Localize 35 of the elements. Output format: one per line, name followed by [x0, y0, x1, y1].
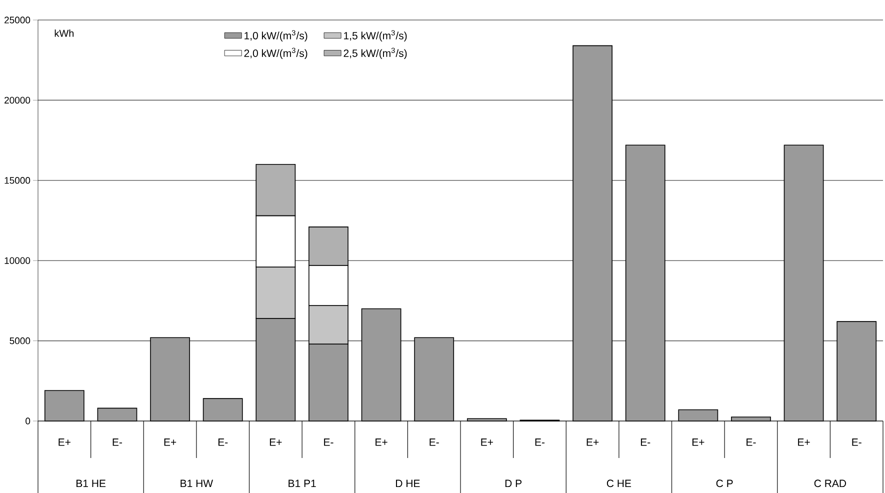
x-tick-label: E+ — [270, 438, 282, 446]
text: B1 P1 — [288, 480, 316, 487]
x-tick-label: E+ — [164, 438, 176, 446]
y-tick-label: 10000 — [4, 257, 30, 264]
legend-label: 1,5 kW/(m$^{3}$/s) — [344, 30, 407, 42]
text: D HE — [396, 480, 420, 487]
x-tick-label: E+ — [58, 438, 70, 446]
x-tick-label: E- — [430, 438, 439, 446]
legend-label: 1,0 kW/(m$^{3}$/s) — [244, 30, 308, 42]
text: B1 HE — [76, 480, 106, 487]
text: D P — [505, 480, 522, 487]
y-tick-label: 20000 — [4, 96, 30, 104]
x-tick-label: E- — [852, 438, 862, 446]
text: B1 HW — [180, 480, 214, 487]
legend-label: 2,0 kW/(m$^{3}$/s) — [244, 48, 308, 60]
x-tick-label: E- — [535, 438, 545, 446]
x-tick-label: E- — [640, 438, 650, 446]
y-tick-label: 5000 — [10, 337, 30, 344]
y-tick-label: 15000 — [4, 177, 30, 184]
x-tick-label: E+ — [586, 438, 599, 446]
x-tick-label: E- — [218, 438, 228, 446]
y-tick-label: 25000 — [4, 16, 30, 24]
text: C HE — [606, 480, 632, 488]
x-tick-label: E- — [324, 438, 334, 446]
legend-label: 2,5 kW/(m$^{3}$/s) — [344, 48, 407, 60]
y-axis-title: kWh — [54, 30, 74, 37]
x-tick-label: E+ — [692, 438, 704, 446]
x-tick-label: E+ — [798, 438, 810, 446]
x-tick-label: E+ — [376, 438, 388, 446]
text: C P — [716, 480, 733, 488]
y-tick-label: 0 — [26, 418, 30, 424]
x-tick-label: E- — [112, 438, 122, 446]
x-tick-label: E- — [746, 438, 756, 446]
text: C RAD — [814, 480, 846, 488]
x-tick-label: E+ — [481, 438, 493, 446]
